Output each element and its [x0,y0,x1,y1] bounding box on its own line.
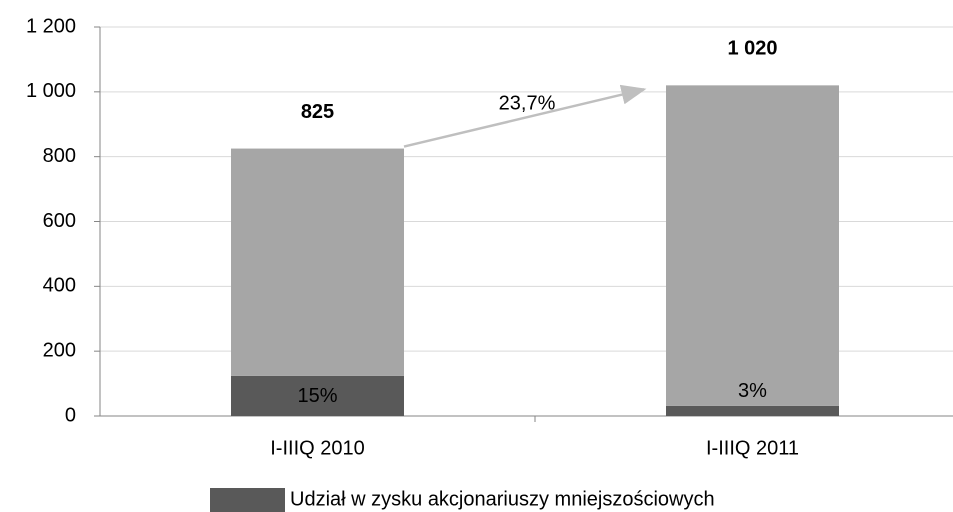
share-label: 15% [297,385,337,407]
annotation: 23,7% [499,92,556,114]
y-tick-label: 800 [43,145,76,167]
legend-swatch [210,488,285,512]
total-label: 1 020 [727,38,777,60]
bar-segment [231,375,404,416]
bar-segment [666,85,839,406]
legend-label: Udział w zysku akcjonariuszy mniejszości… [290,488,715,510]
bar-segment [231,148,404,376]
y-tick-label: 0 [65,404,76,426]
y-tick-label: 200 [43,339,76,361]
growth-arrow [403,84,647,148]
bar-segment [666,405,839,416]
x-tick-label: I-IIIQ 2010 [270,437,365,459]
x-tick-label: I-IIIQ 2011 [706,437,799,459]
y-tick-label: 1 000 [26,80,76,102]
total-label: 825 [301,101,334,123]
share-label: 3% [738,380,767,402]
y-tick-label: 1 200 [26,15,76,37]
y-tick-label: 400 [43,275,76,297]
y-tick-label: 600 [43,210,76,232]
